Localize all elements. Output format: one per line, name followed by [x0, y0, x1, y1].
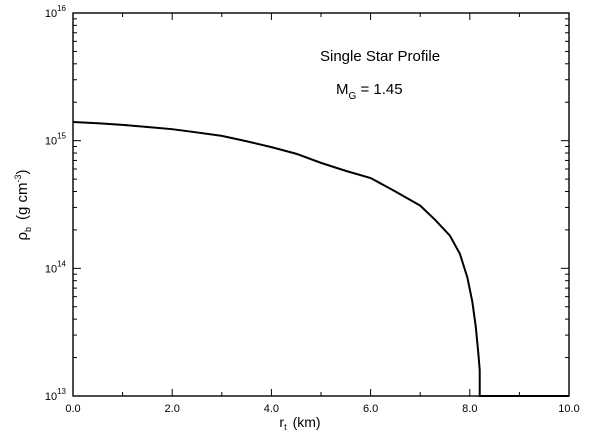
series-line [72, 121, 569, 397]
y-label-unit-sup: -3 [13, 174, 23, 182]
y-tick-labels: 1013 1014 1015 1016 [45, 4, 67, 403]
annotation-mass: MG = 1.45 [336, 81, 403, 102]
plot-frame [72, 12, 570, 397]
axis-ticks [72, 12, 570, 397]
y-label-subscript: b [23, 227, 33, 232]
y-axis-label: ρb (g cm-3) [13, 169, 33, 240]
y-label-symbol: ρ [14, 232, 31, 241]
mass-symbol: M [336, 81, 349, 98]
x-tick-label: 8.0 [462, 403, 477, 415]
annotation-title: Single Star Profile [320, 48, 440, 65]
x-tick-labels: 0.0 2.0 4.0 6.0 8.0 10.0 [65, 403, 579, 415]
x-label-symbol: r [279, 414, 284, 430]
mass-value: = 1.45 [356, 81, 402, 98]
x-tick-label: 0.0 [65, 403, 80, 415]
mass-subscript: G [349, 91, 357, 102]
x-label-subscript: t [284, 422, 287, 432]
x-tick-label: 10.0 [558, 403, 579, 415]
y-tick-label: 1013 [45, 387, 67, 403]
x-label-unit: (km) [293, 414, 321, 430]
y-tick-label: 1014 [45, 259, 67, 275]
y-tick-label: 1015 [45, 132, 67, 148]
y-label-unit-b: ) [14, 169, 31, 174]
x-tick-label: 6.0 [363, 403, 378, 415]
y-tick-label: 1016 [45, 4, 67, 20]
y-label-unit-a: (g cm [14, 182, 31, 220]
x-axis-label: rt (km) [279, 414, 320, 432]
x-tick-label: 4.0 [264, 403, 279, 415]
x-tick-label: 2.0 [165, 403, 180, 415]
